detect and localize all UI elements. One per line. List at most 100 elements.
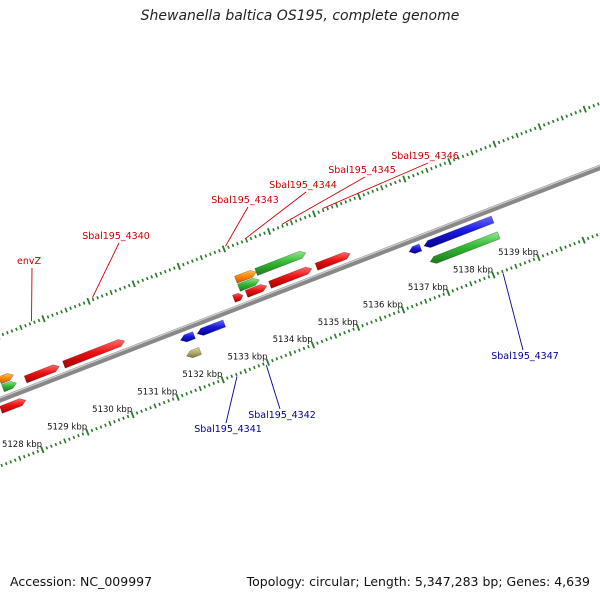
gene-Sbal195_4346[interactable] <box>314 251 351 271</box>
top-scale-tick <box>421 170 424 174</box>
bottom-scale-tick <box>519 262 522 267</box>
labels: 5128 kbp 5129 kbp 5130 kbp 5131 kbp 5132 kbp… <box>2 151 559 450</box>
gene-Sbal195_4345-green-a[interactable] <box>237 277 260 292</box>
top-scale-tick <box>466 152 469 157</box>
top-scale-tick <box>556 118 559 122</box>
top-scale-tick <box>114 289 117 293</box>
top-scale-tick <box>587 105 591 110</box>
bottom-scale-tick <box>234 372 238 377</box>
leader-Sbal195_4347 <box>502 273 524 351</box>
top-scale-tick <box>204 254 208 258</box>
bottom-scale-tick <box>523 261 527 265</box>
bottom-scale-tick <box>216 379 220 384</box>
top-scale-tick <box>173 266 176 270</box>
top-scale-tick <box>159 271 163 276</box>
top-scale-tick <box>86 297 91 305</box>
top-scale-tick <box>335 202 339 208</box>
bottom-scale-tick <box>505 268 509 272</box>
accession-text: Accession: NC_009997 <box>10 574 153 589</box>
bottom-scale-tick <box>510 266 513 270</box>
gene-Sbal195_4347b[interactable] <box>423 215 495 248</box>
gene-Sbal195_4344[interactable] <box>244 284 268 298</box>
scale-label: 5135 kbp <box>318 318 358 328</box>
bottom-scale-tick <box>293 350 297 354</box>
label-Sbal195_4344: Sbal195_4344 <box>269 180 337 191</box>
top-scale-tick <box>326 207 329 211</box>
bottom-scale-tick <box>185 392 188 396</box>
top-scale-tick <box>218 248 221 253</box>
top-scale-tick <box>394 180 397 185</box>
bottom-scale-tick <box>392 311 396 316</box>
gene-Sbal195_4345-green-b[interactable] <box>254 250 307 276</box>
top-scale-tick <box>529 128 532 132</box>
scale-label: 5131 kbp <box>137 388 177 398</box>
top-scale-tick <box>37 318 41 323</box>
bottom-scale-tick <box>212 381 216 385</box>
bottom-scale-tick <box>595 233 599 237</box>
top-scale-tick <box>452 158 456 162</box>
top-scale-tick <box>191 259 194 263</box>
gene-Sbal195_4345[interactable] <box>268 266 313 289</box>
bottom-scale-tick <box>122 416 125 420</box>
top-scale-tick <box>317 210 320 214</box>
top-scale-tick <box>560 115 564 121</box>
leader-Sbal195_4340 <box>91 242 120 298</box>
bottom-scale-tick <box>333 333 338 339</box>
gene-gene-red-a[interactable] <box>0 398 27 414</box>
top-scale-tick <box>308 214 311 218</box>
gene-Sbal195_4340[interactable] <box>62 339 126 369</box>
top-scale-tick <box>357 192 362 201</box>
bottom-scale-tick <box>117 418 121 422</box>
gene-gene-green-a[interactable] <box>1 381 17 393</box>
bottom-scale-tick <box>320 339 324 344</box>
label-Sbal195_4340: Sbal195_4340 <box>82 231 150 242</box>
top-scale-tick <box>33 320 36 324</box>
top-scale-tick <box>51 313 54 317</box>
bottom-scale-tick <box>63 438 67 444</box>
top-scale-tick <box>55 311 59 316</box>
gene-Sbal195_4343[interactable] <box>232 292 244 303</box>
top-scale-tick <box>10 329 14 333</box>
top-scale-tick <box>263 231 266 235</box>
gene-Sbal195_4341a[interactable] <box>180 331 196 343</box>
bottom-scale-tick <box>469 281 473 287</box>
bottom-scale-tick <box>257 364 261 368</box>
gene-envZ[interactable] <box>23 364 60 384</box>
bottom-scale-tick <box>108 420 112 427</box>
bottom-scale-tick <box>555 248 558 253</box>
gene-Sbal195_4341b[interactable] <box>186 347 202 359</box>
bottom-scale-tick <box>243 368 247 374</box>
bottom-scale-tick <box>99 425 103 429</box>
top-scale-tick <box>209 252 212 256</box>
leader-Sbal195_4342 <box>265 364 281 410</box>
top-scale-tick <box>398 179 402 183</box>
backbone-highlight <box>0 165 600 399</box>
scale-label: 5136 kbp <box>363 300 403 310</box>
gene-gene-orange-a[interactable] <box>0 373 14 385</box>
gene-Sbal195_4345-orange[interactable] <box>234 270 257 284</box>
bottom-scale-tick <box>338 332 342 337</box>
bottom-scale-tick <box>316 341 319 345</box>
bottom-scale-tick <box>401 306 406 314</box>
top-scale-tick <box>154 272 158 278</box>
top-scale-tick <box>578 109 582 113</box>
bottom-scale-tick <box>491 271 496 279</box>
scale-label: 5133 kbp <box>227 353 267 363</box>
top-scale-tick <box>506 137 510 141</box>
top-scale-tick <box>375 187 379 192</box>
top-scale-tick <box>537 123 542 131</box>
top-scale-tick <box>366 191 370 195</box>
bottom-scale-tick <box>203 385 206 389</box>
bottom-scale-tick <box>40 446 45 454</box>
bottom-scale-tick <box>541 254 545 258</box>
scale-label: 5128 kbp <box>2 440 42 450</box>
gene-gene-green-b[interactable] <box>429 231 501 264</box>
gene-Sbal195_4342[interactable] <box>196 319 226 336</box>
top-scale-tick <box>164 269 167 274</box>
top-scale-tick <box>470 150 474 156</box>
scale-label: 5130 kbp <box>92 405 132 415</box>
gene-Sbal195_4347a[interactable] <box>408 243 423 254</box>
bottom-scale-tick <box>149 406 152 410</box>
